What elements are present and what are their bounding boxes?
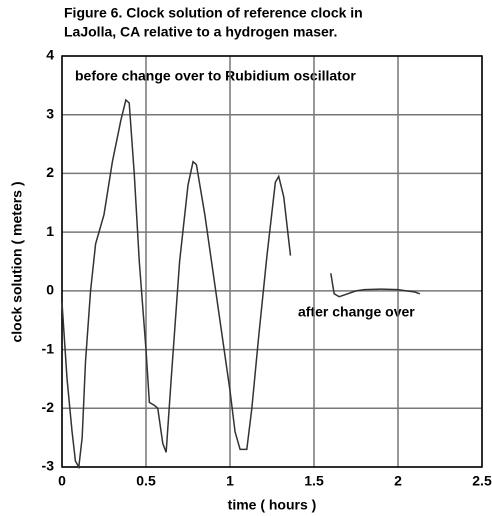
- y-axis-label: clock solution ( meters ): [9, 181, 25, 342]
- data-line: [61, 98, 421, 470]
- y-tick-label: -2: [42, 399, 55, 415]
- y-tick-label: -3: [42, 458, 55, 474]
- chart-title: Figure 6. Clock solution of reference cl…: [64, 5, 363, 21]
- x-axis-label: time ( hours ): [228, 497, 317, 513]
- y-tick-label: 4: [46, 47, 54, 63]
- chart-subtitle: LaJolla, CA relative to a hydrogen maser…: [64, 24, 337, 40]
- y-tick-label: 3: [46, 105, 54, 121]
- annotation: after change over: [298, 304, 415, 320]
- x-tick-label: 2: [394, 473, 402, 489]
- y-tick-label: 2: [46, 164, 54, 180]
- x-tick-label: 0: [58, 473, 66, 489]
- y-tick-label: 1: [46, 223, 54, 239]
- plot-frame: [61, 55, 483, 468]
- x-tick-label: 0.5: [136, 473, 156, 489]
- x-tick-label: 1: [226, 473, 234, 489]
- y-tick-label: 0: [46, 282, 54, 298]
- y-tick-label: -1: [42, 340, 55, 356]
- x-tick-label: 1.5: [304, 473, 324, 489]
- x-tick-label: 2.5: [472, 473, 492, 489]
